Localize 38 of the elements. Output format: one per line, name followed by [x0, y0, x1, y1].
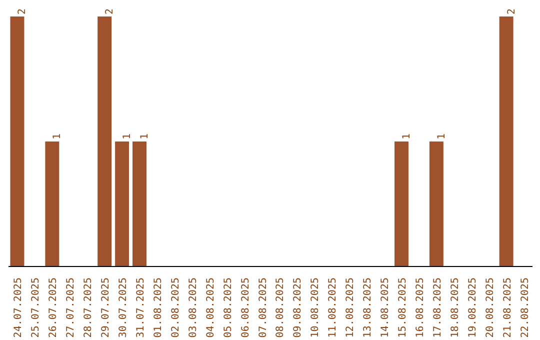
x-tick-label: 25.07.2025: [30, 277, 42, 338]
x-tick-label: 21.08.2025: [502, 277, 514, 338]
x-tick-label: 06.08.2025: [240, 277, 252, 338]
data-label: 2: [104, 8, 116, 14]
x-tick-label: 31.07.2025: [136, 277, 146, 338]
data-label: 2: [17, 8, 28, 14]
data-label: 1: [122, 133, 134, 140]
data-label: 1: [52, 133, 64, 140]
x-tick-label: 15.08.2025: [398, 277, 408, 338]
x-tick-label: 16.08.2025: [414, 277, 426, 338]
x-tick-label: 05.08.2025: [222, 277, 234, 338]
data-label: 1: [436, 133, 448, 140]
x-tick-label: 28.07.2025: [83, 277, 94, 338]
x-tick-label: 18.08.2025: [450, 277, 461, 338]
x-tick-label: 08.08.2025: [275, 277, 286, 338]
x-tick-label: 04.08.2025: [205, 277, 216, 338]
data-label: 1: [402, 133, 412, 140]
x-tick-label: 24.07.2025: [13, 277, 24, 338]
x-tick-label: 13.08.2025: [362, 277, 374, 338]
x-tick-label: 29.07.2025: [100, 277, 112, 338]
x-tick-label: 07.08.2025: [258, 277, 269, 338]
x-tick-label: 17.08.2025: [432, 277, 444, 338]
x-tick-label: 27.07.2025: [66, 277, 77, 338]
x-tick-label: 09.08.2025: [292, 277, 304, 338]
x-tick-label: 03.08.2025: [188, 277, 199, 338]
x-tick-label: 02.08.2025: [170, 277, 182, 338]
x-tick-label: 22.08.2025: [520, 277, 531, 338]
x-tick-label: 11.08.2025: [328, 277, 339, 338]
x-tick-label: 14.08.2025: [380, 277, 392, 338]
x-tick-label: 12.08.2025: [345, 277, 356, 338]
x-tick-label: 30.07.2025: [118, 277, 130, 338]
x-tick-label: 01.08.2025: [152, 277, 164, 338]
data-label: 1: [140, 133, 150, 140]
x-tick-label: 19.08.2025: [467, 277, 478, 338]
x-tick-label: 10.08.2025: [310, 277, 322, 338]
x-tick-label: 26.07.2025: [48, 277, 60, 338]
data-label: 2: [506, 8, 518, 14]
x-tick-label: 20.08.2025: [484, 277, 496, 338]
